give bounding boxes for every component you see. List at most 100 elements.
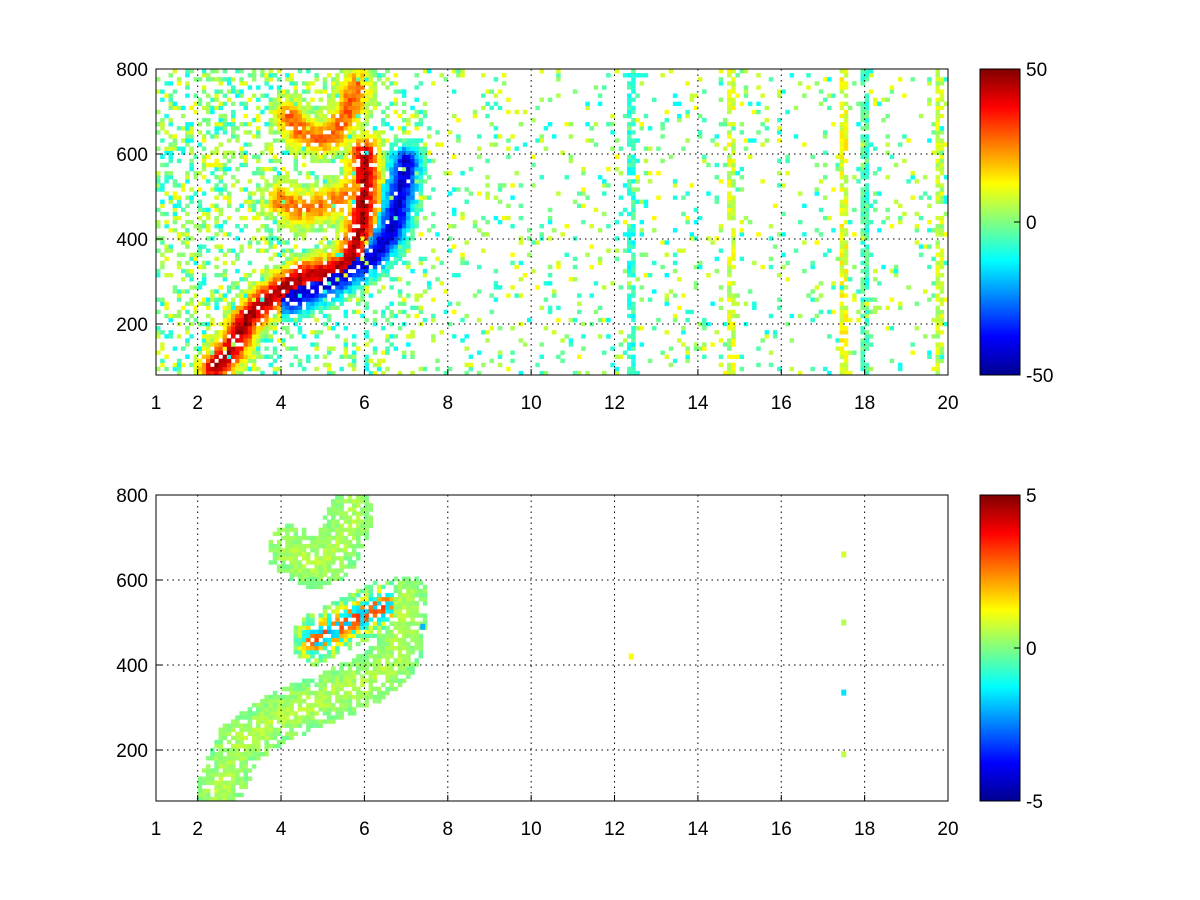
heatmap-cell [360, 158, 365, 164]
heatmap-cell [160, 162, 165, 168]
heatmap-cell [289, 699, 294, 704]
heatmap-cell [943, 195, 949, 200]
heatmap-cell [260, 703, 265, 708]
heatmap-cell [356, 690, 361, 696]
heatmap-cell [306, 650, 311, 655]
heatmap-cell [301, 228, 307, 233]
heatmap-cell [172, 346, 178, 351]
heatmap-cell [301, 289, 307, 294]
heatmap-cell [206, 772, 211, 777]
heatmap-cell [322, 678, 328, 683]
heatmap-cell [860, 142, 865, 147]
heatmap-cell [314, 699, 319, 704]
heatmap-cell [351, 678, 357, 683]
heatmap-cell [272, 727, 278, 732]
heatmap-cell [810, 289, 815, 294]
heatmap-cell [660, 350, 665, 355]
heatmap-cell [602, 85, 607, 90]
heatmap-cell [727, 354, 732, 359]
heatmap-cell [631, 317, 636, 323]
heatmap-cell [247, 301, 253, 306]
heatmap-cell [697, 260, 703, 266]
heatmap-cell [531, 268, 536, 274]
heatmap-cell [272, 191, 278, 196]
heatmap-cell [627, 301, 632, 306]
heatmap-cell [226, 138, 232, 143]
heatmap-cell [214, 69, 219, 74]
heatmap-cell [276, 715, 282, 720]
heatmap-cell [276, 707, 282, 712]
heatmap-cell [372, 138, 378, 143]
heatmap-cell [843, 126, 849, 131]
heatmap-cell [356, 166, 361, 172]
heatmap-cell [372, 166, 378, 172]
heatmap-cell [339, 629, 344, 635]
heatmap-cell [306, 252, 311, 257]
heatmap-cell [718, 338, 724, 343]
heatmap-cell [464, 260, 469, 266]
heatmap-cell [289, 690, 294, 696]
heatmap-cell [293, 215, 299, 221]
heatmap-cell [372, 248, 378, 253]
heatmap-cell [406, 260, 411, 266]
heatmap-cell [343, 175, 349, 180]
heatmap-cell [577, 354, 582, 359]
heatmap-cell [301, 117, 307, 123]
heatmap-cell [272, 560, 278, 565]
heatmap-cell [326, 179, 332, 184]
heatmap-cell [268, 268, 274, 274]
heatmap-cell [239, 350, 244, 355]
heatmap-cell [326, 252, 332, 257]
heatmap-cell [276, 277, 282, 282]
heatmap-cell [322, 686, 328, 692]
heatmap-cell [397, 240, 403, 245]
heatmap-cell [718, 122, 724, 127]
heatmap-cell [297, 191, 303, 196]
heatmap-cell [660, 134, 665, 139]
heatmap-cell [481, 105, 486, 111]
heatmap-cell [181, 224, 186, 229]
heatmap-cell [314, 543, 319, 549]
heatmap-cell [631, 199, 636, 204]
heatmap-cell [168, 228, 173, 233]
heatmap-cell [731, 101, 736, 107]
heatmap-cell [222, 321, 228, 327]
heatmap-cell [218, 126, 223, 131]
heatmap-cell [339, 686, 344, 692]
heatmap-cell [318, 556, 324, 561]
heatmap-cell [843, 330, 849, 335]
heatmap-cell [339, 568, 344, 573]
heatmap-cell [731, 89, 736, 94]
heatmap-cell [356, 273, 361, 278]
heatmap-cell [256, 711, 261, 716]
heatmap-cell [756, 85, 761, 90]
heatmap-cell [239, 77, 244, 82]
heatmap-cell [422, 171, 428, 176]
heatmap-cell [381, 228, 386, 233]
heatmap-cell [222, 784, 228, 790]
heatmap-cell [639, 126, 645, 131]
heatmap-cell [418, 260, 424, 266]
heatmap-cell [281, 264, 286, 270]
heatmap-cell [218, 735, 223, 741]
heatmap-cell [310, 211, 315, 217]
heatmap-cell [368, 109, 374, 115]
heatmap-cell [331, 113, 336, 119]
heatmap-cell [339, 560, 344, 565]
heatmap-cell [231, 362, 236, 368]
heatmap-cell [231, 313, 236, 319]
heatmap-cell [293, 260, 299, 266]
heatmap-cell [839, 207, 845, 213]
heatmap-cell [618, 146, 624, 151]
heatmap-cell [685, 138, 690, 143]
heatmap-cell [902, 93, 907, 98]
heatmap-cell [814, 191, 820, 196]
heatmap-cell [376, 183, 382, 188]
heatmap-cell [335, 109, 340, 115]
heatmap-cell [206, 338, 211, 343]
heatmap-cell [356, 699, 361, 704]
heatmap-cell [939, 301, 945, 306]
heatmap-cell [401, 236, 407, 241]
heatmap-cell [301, 580, 307, 586]
heatmap-cell [343, 539, 349, 545]
